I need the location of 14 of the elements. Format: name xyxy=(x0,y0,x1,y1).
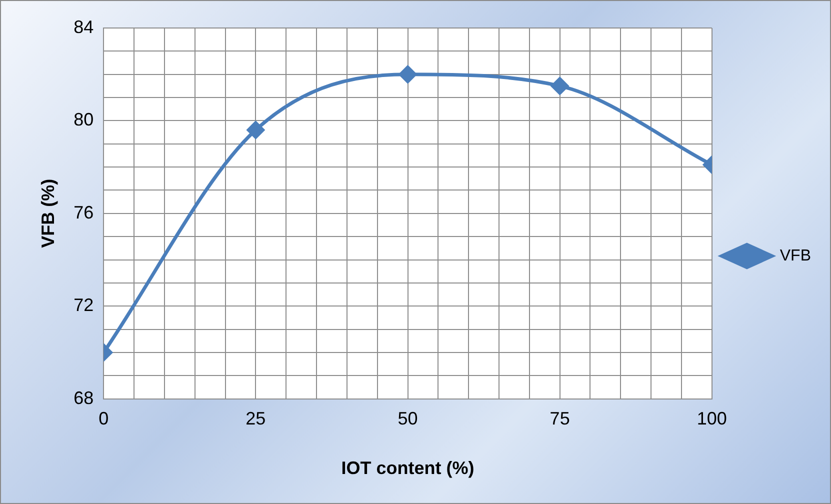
y-axis-title: VFB (%) xyxy=(38,178,58,248)
y-tick-label: 76 xyxy=(74,202,94,222)
y-tick-label: 68 xyxy=(74,388,94,408)
y-tick-label: 72 xyxy=(74,295,94,316)
legend-label: VFB xyxy=(780,247,812,264)
x-tick-label: 50 xyxy=(398,408,418,429)
x-axis-title: IOT content (%) xyxy=(341,458,474,478)
y-tick-label: 84 xyxy=(74,16,94,37)
x-tick-label: 100 xyxy=(696,408,727,429)
x-tick-label: 0 xyxy=(98,408,109,429)
point xyxy=(399,66,416,84)
x-tick-label: 75 xyxy=(550,408,570,429)
y-tick-label: 80 xyxy=(74,110,94,130)
x-tick-label: 25 xyxy=(246,408,266,429)
